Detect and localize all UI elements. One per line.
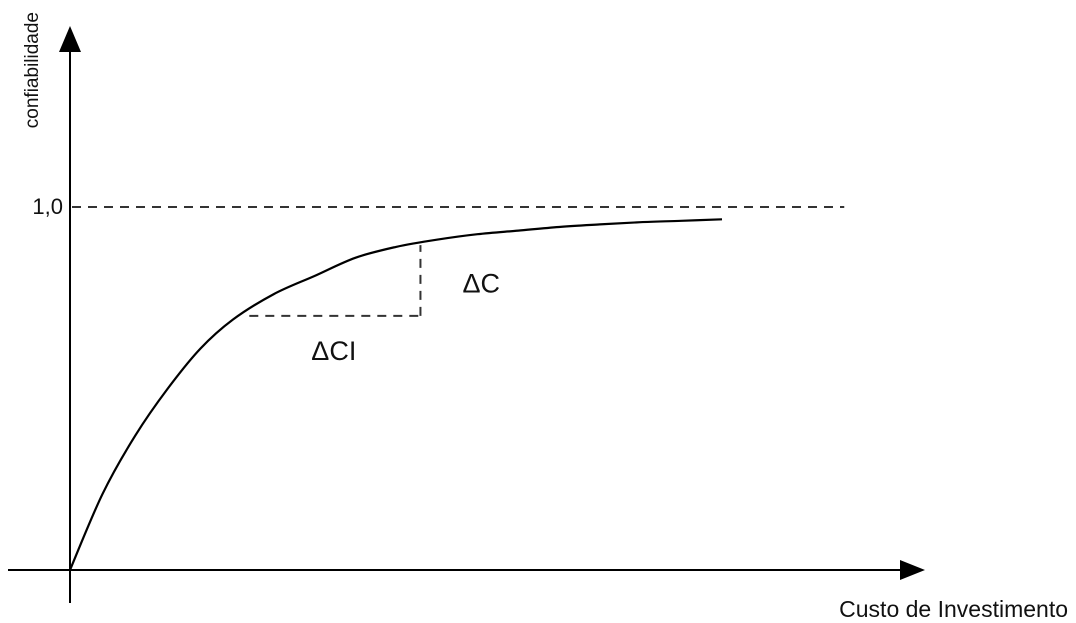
- delta-ci-label: ΔCI: [311, 336, 356, 366]
- x-axis-arrow: [900, 560, 925, 580]
- series-line: [68, 218, 723, 571]
- y-axis-arrow: [59, 26, 81, 52]
- y-axis-label: confiabilidade: [22, 12, 43, 128]
- delta-c-label: ΔC: [462, 269, 500, 299]
- x-axis-label: Custo de Investimento: [839, 596, 1068, 622]
- y-tick-label: 1,0: [32, 194, 63, 219]
